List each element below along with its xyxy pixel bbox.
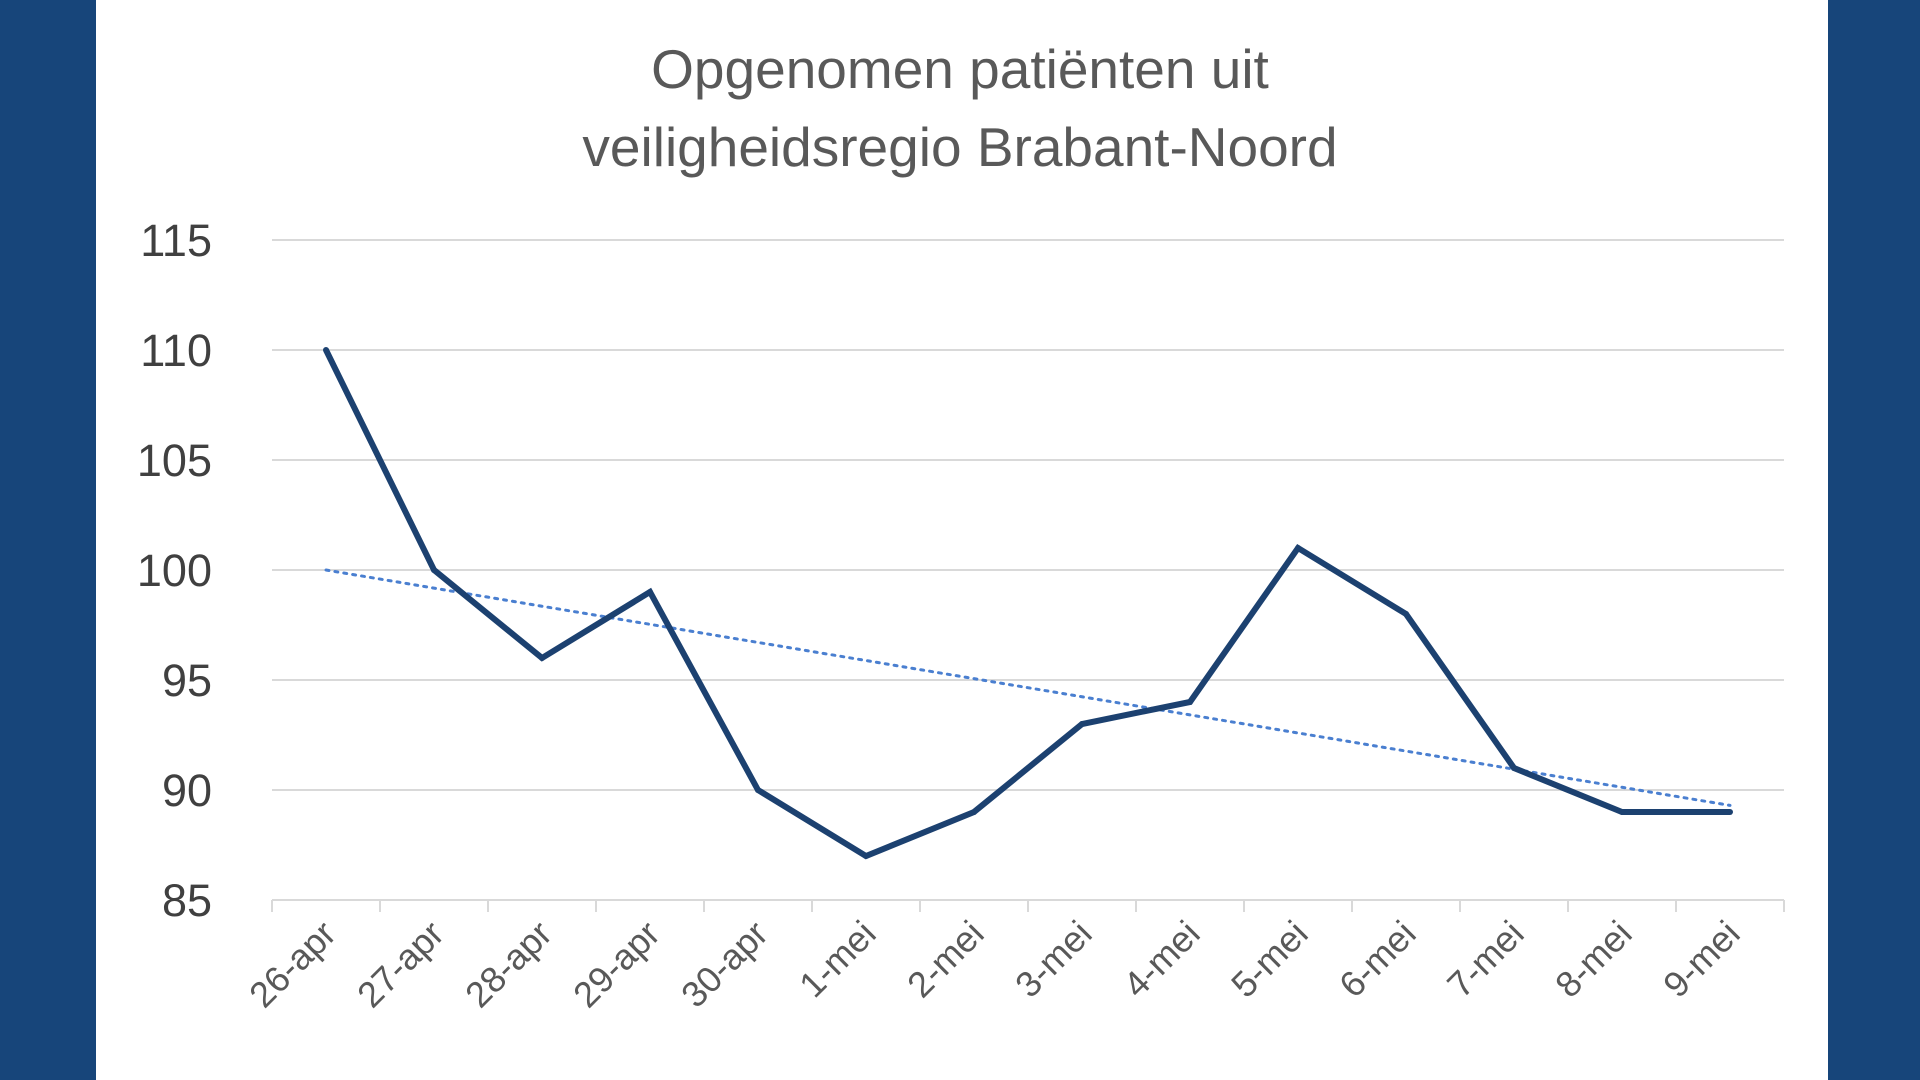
series-group xyxy=(323,347,1733,860)
x-tick-label: 1-mei xyxy=(791,913,884,1006)
data-point xyxy=(1187,699,1193,705)
x-axis: 26-apr 27-apr 28-apr 29-apr 30-apr 1-mei 2-mei… xyxy=(241,899,1785,1016)
data-point xyxy=(323,347,329,353)
x-tick-label: 5-mei xyxy=(1223,913,1316,1006)
x-tick-label: 4-mei xyxy=(1115,913,1208,1006)
x-tick-label: 3-mei xyxy=(1007,913,1100,1006)
data-point xyxy=(1079,721,1085,727)
data-point xyxy=(755,787,761,793)
y-tick-label: 105 xyxy=(137,435,212,486)
data-point xyxy=(1403,611,1409,617)
y-tick-label: 100 xyxy=(137,545,212,596)
data-point xyxy=(1295,545,1301,551)
data-point xyxy=(1619,809,1625,815)
y-tick-label: 95 xyxy=(162,655,212,706)
x-tick-label: 27-apr xyxy=(349,913,452,1016)
x-tick-label: 29-apr xyxy=(565,913,668,1016)
line-chart: Opgenomen patiënten uit veiligheidsregio… xyxy=(137,38,1785,1016)
data-point xyxy=(431,567,437,573)
series-line xyxy=(323,348,1730,860)
trendline-group xyxy=(324,568,1732,807)
trendline xyxy=(324,568,1732,807)
x-tick-label: 26-apr xyxy=(241,913,344,1016)
x-tick-label: 9-mei xyxy=(1655,913,1748,1006)
data-point xyxy=(1727,809,1733,815)
x-tick-label: 2-mei xyxy=(899,913,992,1006)
data-point xyxy=(1511,765,1517,771)
x-tick-label: 7-mei xyxy=(1439,913,1532,1006)
y-tick-label: 115 xyxy=(140,215,212,266)
data-point xyxy=(647,589,653,595)
x-tick-label: 28-apr xyxy=(457,913,560,1016)
data-point xyxy=(539,655,545,661)
y-axis-ticks: 85 90 95 100 105 110 115 xyxy=(137,215,212,926)
x-tick-label: 8-mei xyxy=(1547,913,1640,1006)
y-tick-label: 90 xyxy=(162,765,212,816)
chart-title-line-1: Opgenomen patiënten uit xyxy=(651,38,1269,100)
chart-title: Opgenomen patiënten uit veiligheidsregio… xyxy=(582,38,1337,178)
data-point xyxy=(971,809,977,815)
chart-panel: Opgenomen patiënten uit veiligheidsregio… xyxy=(96,0,1828,1080)
chart-title-line-2: veiligheidsregio Brabant-Noord xyxy=(582,116,1337,178)
y-tick-label: 110 xyxy=(140,325,212,376)
x-tick-label: 6-mei xyxy=(1331,913,1424,1006)
data-point xyxy=(863,853,869,859)
x-tick-label: 30-apr xyxy=(673,913,776,1016)
gridlines xyxy=(272,239,1784,791)
y-tick-label: 85 xyxy=(162,875,212,926)
